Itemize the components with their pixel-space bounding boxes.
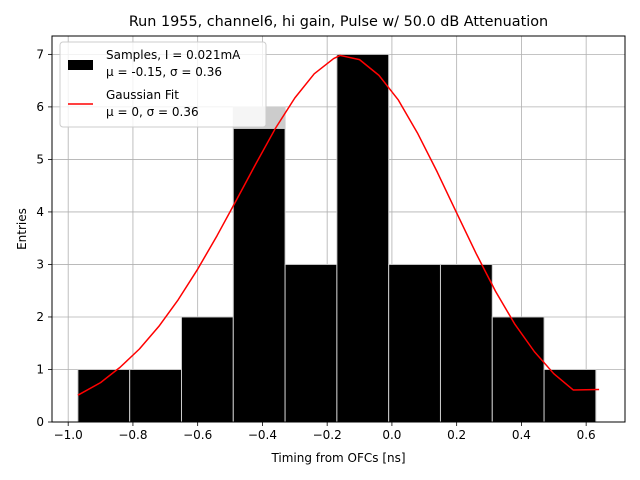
- y-tick-label: 5: [36, 152, 44, 166]
- legend-stats-samples: μ = -0.15, σ = 0.36: [106, 65, 222, 79]
- x-tick-label: 0.2: [447, 428, 466, 442]
- x-tick-label: −0.6: [183, 428, 212, 442]
- histogram-bars: [77, 53, 597, 423]
- x-tick-label: 0.4: [512, 428, 531, 442]
- x-tick-label: −1.0: [54, 428, 83, 442]
- x-tick-label: 0.6: [577, 428, 596, 442]
- histogram-bar: [491, 316, 545, 423]
- legend: Samples, I = 0.021mA μ = -0.15, σ = 0.36…: [59, 41, 267, 128]
- histogram-bar: [77, 368, 131, 423]
- plot-frame: [51, 35, 626, 423]
- y-tick-label: 7: [36, 47, 44, 61]
- chart-title: Run 1955, channel6, hi gain, Pulse w/ 50…: [129, 14, 548, 30]
- y-axis-label: Entries: [15, 208, 29, 250]
- y-axis-ticks: 0 1 2 3 4 5 6 7: [36, 47, 52, 429]
- histogram-bar: [284, 263, 338, 423]
- histogram-bar: [180, 316, 234, 423]
- y-tick-label: 6: [36, 100, 44, 114]
- histogram-bar: [388, 263, 441, 423]
- y-tick-label: 2: [36, 310, 44, 324]
- legend-swatch-samples: [68, 60, 93, 70]
- y-tick-label: 0: [36, 415, 44, 429]
- y-tick-label: 3: [36, 257, 44, 271]
- histogram-bar: [439, 263, 493, 423]
- gaussian-fit: [77, 54, 600, 396]
- x-tick-label: 0.0: [382, 428, 401, 442]
- x-tick-label: −0.2: [313, 428, 342, 442]
- legend-stats-fit: μ = 0, σ = 0.36: [106, 105, 199, 119]
- legend-label-fit: Gaussian Fit: [106, 88, 179, 102]
- histogram-bar: [129, 368, 182, 423]
- y-tick-label: 1: [36, 362, 44, 376]
- gaussian-fit-line: [77, 54, 600, 396]
- x-axis-ticks: −1.0 −0.8 −0.6 −0.4 −0.2 0.0 0.2 0.4 0.6: [54, 422, 596, 442]
- legend-box: [59, 41, 267, 128]
- histogram-bar: [336, 53, 390, 423]
- histogram-bar: [543, 368, 597, 423]
- x-tick-label: −0.8: [118, 428, 147, 442]
- y-tick-label: 4: [36, 205, 44, 219]
- x-axis-label: Timing from OFCs [ns]: [270, 451, 405, 465]
- legend-label-samples: Samples, I = 0.021mA: [106, 48, 241, 62]
- x-tick-label: −0.4: [248, 428, 277, 442]
- histogram-bar: [232, 106, 286, 423]
